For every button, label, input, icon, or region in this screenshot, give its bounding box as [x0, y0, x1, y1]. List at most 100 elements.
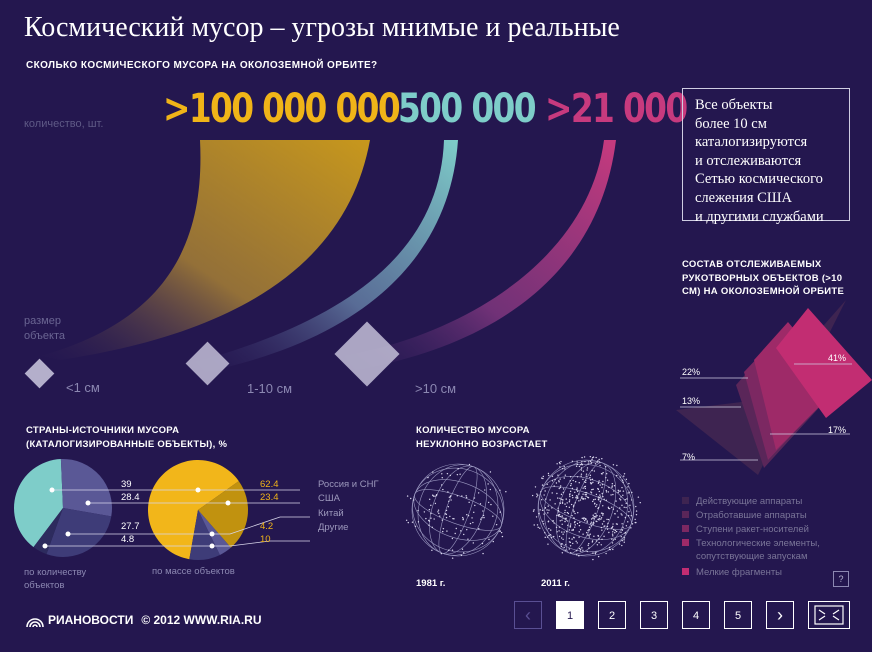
debris-dot	[450, 499, 452, 501]
debris-dot	[580, 464, 582, 466]
debris-dot	[574, 481, 577, 483]
debris-dot	[411, 521, 414, 523]
debris-dot	[587, 461, 590, 463]
debris-dot	[599, 484, 601, 486]
debris-dot	[588, 526, 591, 528]
debris-dot	[539, 527, 541, 529]
debris-dot	[587, 463, 589, 465]
legend-swatch	[682, 525, 689, 532]
debris-dot	[451, 557, 454, 559]
debris-dot	[597, 518, 599, 521]
debris-dot	[499, 530, 501, 532]
debris-dot	[544, 507, 547, 509]
debris-dot	[620, 513, 622, 515]
debris-dot	[588, 547, 590, 549]
debris-dot	[542, 520, 544, 523]
debris-dot	[593, 503, 596, 505]
debris-dot	[605, 472, 608, 475]
debris-dot	[591, 469, 593, 472]
ria-logo[interactable]: РИАНОВОСТИ © 2012 WWW.RIA.RU	[24, 611, 262, 629]
pie-by-mass	[148, 460, 248, 560]
debris-dot	[612, 525, 614, 528]
year-1981: 1981 г.	[416, 578, 446, 589]
debris-dot	[634, 521, 636, 524]
pie-slice-1	[60, 459, 113, 517]
debris-dot	[448, 496, 451, 498]
debris-dot	[584, 493, 586, 496]
debris-dot	[482, 510, 484, 512]
page-button-3[interactable]: 3	[640, 601, 668, 629]
info-line: и отслеживаются	[695, 152, 802, 169]
debris-dot	[584, 519, 586, 522]
debris-dot	[441, 519, 444, 521]
debris-dot	[423, 511, 426, 513]
debris-dot	[560, 498, 562, 500]
debris-dot	[459, 473, 461, 475]
page-button-5[interactable]: 5	[724, 601, 752, 629]
debris-dot	[479, 503, 482, 505]
debris-dot	[623, 539, 625, 541]
debris-dot	[569, 526, 572, 528]
debris-dot	[565, 549, 567, 551]
debris-dot	[536, 524, 539, 526]
debris-dot	[596, 544, 599, 546]
debris-dot	[602, 514, 604, 516]
debris-dot	[556, 514, 558, 517]
debris-dot	[586, 531, 588, 534]
debris-dot	[414, 525, 417, 528]
debris-dot	[442, 488, 444, 491]
debris-dot	[472, 542, 475, 544]
debris-dot	[465, 496, 468, 499]
debris-dot	[473, 511, 475, 514]
debris-dot	[573, 521, 576, 524]
legend-swatch	[682, 539, 689, 546]
debris-dot	[544, 490, 546, 492]
debris-dot	[589, 476, 591, 479]
debris-dot	[588, 536, 591, 538]
debris-dot	[608, 486, 610, 489]
pie-slice-2	[46, 508, 112, 557]
debris-dot	[606, 525, 609, 528]
debris-dot	[614, 512, 616, 515]
debris-dot	[563, 477, 565, 479]
debris-dot	[574, 524, 576, 526]
prev-page-button[interactable]: ‹	[514, 601, 542, 629]
debris-dot	[467, 538, 469, 540]
debris-dot	[559, 497, 561, 500]
debris-dot	[542, 475, 545, 478]
debris-dot	[612, 508, 615, 510]
next-page-button[interactable]: ›	[766, 601, 794, 629]
debris-dot	[571, 460, 574, 463]
debris-dot	[556, 463, 558, 465]
debris-dot	[624, 516, 627, 519]
debris-dot	[428, 524, 430, 527]
page-button-2[interactable]: 2	[598, 601, 626, 629]
debris-dot	[589, 460, 592, 463]
pct-fragments: 41%	[828, 353, 847, 363]
page-button-4[interactable]: 4	[682, 601, 710, 629]
debris-dot	[564, 511, 566, 514]
help-button[interactable]: ?	[833, 571, 849, 587]
debris-dot	[558, 530, 560, 532]
composition-title: СОСТАВ ОТСЛЕЖИВАЕМЫХ РУКОТВОРНЫХ ОБЪЕКТО…	[682, 259, 845, 297]
debris-dot	[561, 542, 563, 545]
debris-dot	[600, 544, 602, 546]
debris-dot	[609, 546, 611, 549]
debris-dot	[601, 529, 603, 531]
debris-dot	[438, 512, 440, 515]
debris-dot	[557, 474, 559, 476]
size-small: <1 см	[66, 380, 100, 395]
debris-dot	[542, 477, 544, 480]
debris-dot	[565, 543, 567, 546]
debris-dot	[603, 520, 605, 523]
debris-dot	[569, 545, 572, 547]
debris-dot	[568, 529, 571, 531]
debris-dot	[560, 545, 563, 548]
debris-dot	[581, 464, 583, 466]
debris-dot	[603, 498, 605, 501]
debris-dot	[591, 458, 593, 461]
page-button-1[interactable]: 1	[556, 601, 584, 629]
debris-dot	[570, 503, 573, 506]
fullscreen-button[interactable]	[808, 601, 850, 629]
